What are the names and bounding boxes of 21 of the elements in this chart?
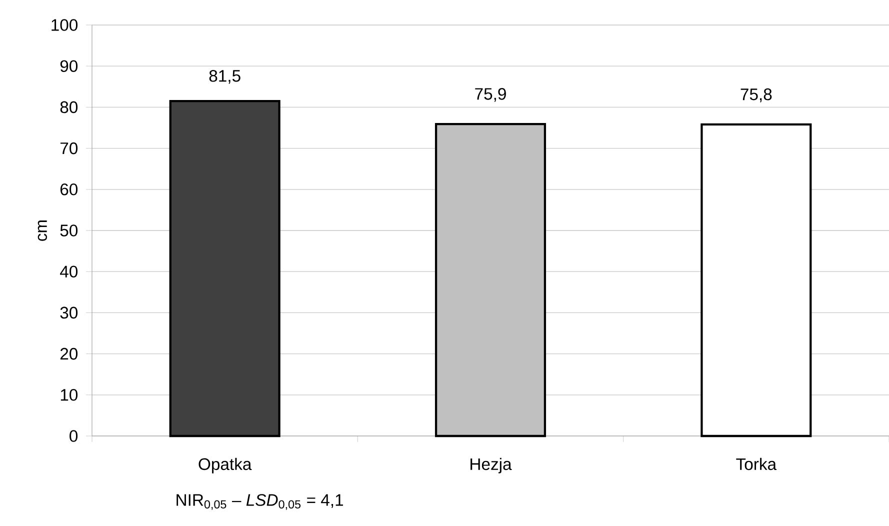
y-tick-label: 20 (60, 348, 78, 360)
y-axis-title: cm (38, 220, 47, 241)
y-tick-label: 10 (60, 389, 78, 401)
x-tick-label: Hezja (470, 458, 512, 474)
data-label: 75,9 (475, 88, 506, 102)
y-tick-label: 90 (60, 60, 78, 72)
text: NIR$_{0,05}$ – LSD$_{0,05}$ = 4,1 (176, 494, 343, 510)
y-tick-label: 50 (60, 224, 78, 236)
y-tick-label: 30 (60, 306, 78, 319)
data-label: 75,8 (740, 88, 772, 102)
y-tick-label: 80 (60, 101, 78, 114)
y-tick-label: 100 (52, 19, 78, 31)
y-tick-label: 60 (60, 184, 78, 196)
data-label: 81,5 (209, 70, 240, 84)
bar (700, 123, 812, 438)
y-tick-label: 40 (60, 266, 78, 278)
y-tick-label: 70 (60, 142, 78, 154)
x-tick-label: Opatka (198, 458, 252, 474)
x-tick-label: Torka (736, 458, 777, 470)
bar (169, 100, 280, 438)
y-tick-label: 0 (70, 430, 78, 442)
